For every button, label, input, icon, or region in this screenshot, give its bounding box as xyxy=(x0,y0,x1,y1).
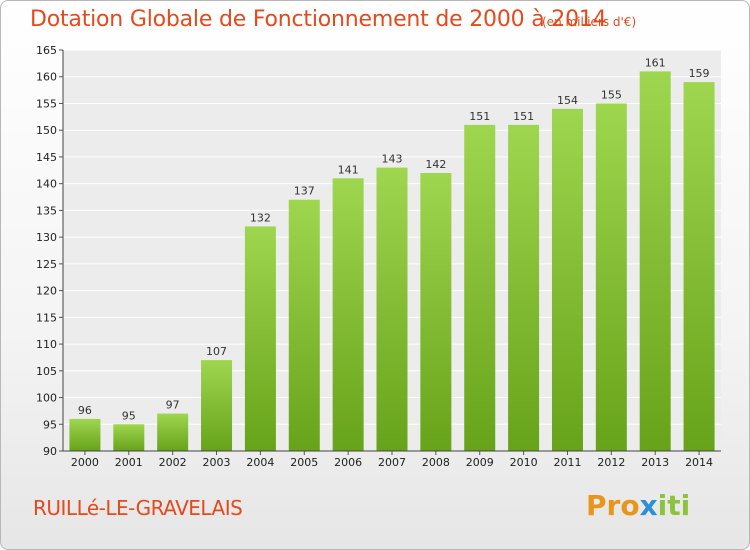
data-label: 132 xyxy=(250,211,271,224)
bar xyxy=(332,178,364,451)
chart-subtitle: (en milliers d'€) xyxy=(542,15,637,29)
bar xyxy=(639,71,671,452)
bar xyxy=(420,172,452,451)
x-tick-label: 2008 xyxy=(422,456,450,469)
y-tick-label: 100 xyxy=(36,392,57,405)
y-tick-label: 90 xyxy=(43,445,57,458)
bar xyxy=(508,124,540,451)
y-tick-label: 155 xyxy=(36,97,57,110)
data-label: 151 xyxy=(469,110,490,123)
data-label: 107 xyxy=(206,345,227,358)
x-tick-label: 2003 xyxy=(203,456,231,469)
y-tick-label: 145 xyxy=(36,151,57,164)
x-tick-label: 2002 xyxy=(159,456,187,469)
y-tick-label: 95 xyxy=(43,418,57,431)
data-label: 161 xyxy=(645,56,666,69)
data-label: 142 xyxy=(425,158,446,171)
x-tick-label: 2012 xyxy=(597,456,625,469)
bar xyxy=(201,360,233,451)
bar xyxy=(244,226,276,451)
commune-name: RUILLé-LE-GRAVELAIS xyxy=(33,496,243,520)
bar xyxy=(288,199,320,451)
x-tick-label: 2007 xyxy=(378,456,406,469)
bar xyxy=(551,108,583,452)
chart-title: Dotation Globale de Fonctionnement de 20… xyxy=(30,7,607,32)
data-label: 97 xyxy=(166,399,180,412)
bar xyxy=(683,82,715,451)
data-label: 137 xyxy=(294,185,315,198)
y-tick-label: 120 xyxy=(36,285,57,298)
y-tick-label: 140 xyxy=(36,178,57,191)
x-tick-label: 2010 xyxy=(510,456,538,469)
data-label: 95 xyxy=(122,409,136,422)
x-tick-label: 2005 xyxy=(290,456,318,469)
data-label: 155 xyxy=(601,88,622,101)
bars: 96 95 97 107 132 137 141 143 142 151 151 154 155 161 1… xyxy=(69,56,715,452)
data-label: 151 xyxy=(513,110,534,123)
x-tick-label: 2001 xyxy=(115,456,143,469)
bar xyxy=(376,167,408,452)
x-tick-label: 2013 xyxy=(641,456,669,469)
y-tick-label: 165 xyxy=(36,44,57,57)
y-tick-label: 105 xyxy=(36,365,57,378)
bar xyxy=(157,413,189,451)
bar xyxy=(464,124,496,451)
y-tick-label: 125 xyxy=(36,258,57,271)
data-label: 141 xyxy=(338,163,359,176)
y-tick-label: 115 xyxy=(36,311,57,324)
x-tick-label: 2011 xyxy=(553,456,581,469)
data-label: 143 xyxy=(382,153,403,166)
data-label: 154 xyxy=(557,94,578,107)
y-tick-label: 150 xyxy=(36,124,57,137)
axes: 90 95 100 105 110 115 120 125 130 135 140 145 150 155… xyxy=(36,44,721,469)
proxiti-logo: Proxiti xyxy=(586,489,691,522)
y-tick-label: 130 xyxy=(36,231,57,244)
bar xyxy=(113,424,145,451)
x-tick-label: 2000 xyxy=(71,456,99,469)
y-tick-label: 160 xyxy=(36,71,57,84)
x-tick-label: 2009 xyxy=(466,456,494,469)
x-tick-label: 2006 xyxy=(334,456,362,469)
data-label: 159 xyxy=(689,67,710,80)
data-label: 96 xyxy=(78,404,92,417)
bar xyxy=(595,103,627,451)
x-tick-label: 2014 xyxy=(685,456,713,469)
bar xyxy=(69,418,101,451)
x-tick-label: 2004 xyxy=(246,456,274,469)
y-tick-label: 110 xyxy=(36,338,57,351)
y-tick-label: 135 xyxy=(36,204,57,217)
